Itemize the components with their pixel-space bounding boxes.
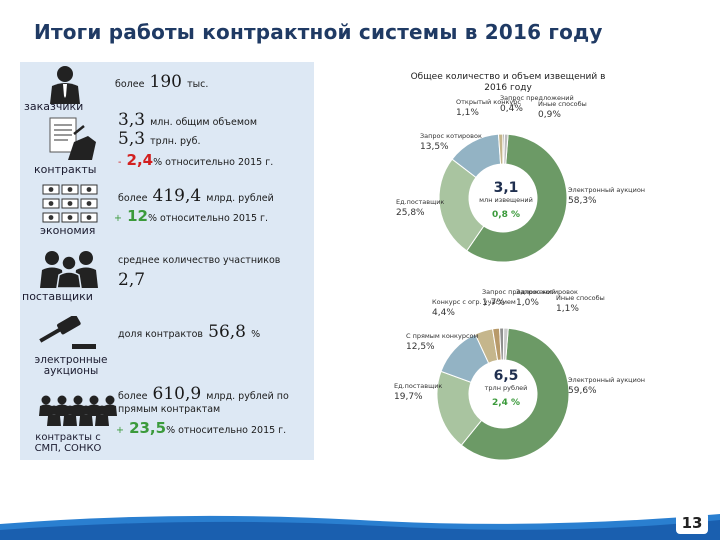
pie1-value-2: 13,5% [420,142,449,152]
smp-text2: прямым контрактам [118,404,221,415]
pie2-label-1: Ед.поставщик [394,382,442,390]
pie1-label-1: Ед.поставщик [396,198,444,206]
pie2-label-5: Запрос котировок [516,288,578,296]
pie2-value-0: 59,6% [568,386,597,396]
economy-value: 419,4 [152,186,202,206]
pie1-label-0: Электронный аукцион [568,186,645,194]
pie1-value-1: 25,8% [396,208,425,218]
pie1-value-3: 1,1% [456,108,479,118]
smp-stat: более 610,9 млрд. рублей по [118,384,289,404]
contracts-sum-value: 5,3 [118,129,146,149]
customers-value: 190 [149,72,182,92]
pie1-label-2: Запрос котировок [420,132,482,140]
chart1-title: Общее количество и объем извещений в 201… [410,72,606,93]
auctions-stat: доля контрактов 56,8 % [118,322,261,342]
pie2-label-0: Электронный аукцион [568,376,645,384]
chart2-center-label: трлн рублей [484,384,528,392]
pie2-label-6: Иные способы [556,294,605,302]
contracts-change-stat: - 2,4% относительно 2015 г. [118,151,274,169]
customers-label: заказчики [24,100,84,113]
chart1-center-value: 3,1 [493,180,519,196]
smp-change-stat: + 23,5% относительно 2015 г. [116,419,287,437]
gavel-icon [39,316,96,349]
pie2-slice-0 [460,327,570,461]
chart2-pie: Электронный аукцион 59,6% Ед.поставщик 19,7… [394,288,645,461]
auctions-label: электронные аукционы [34,354,108,377]
customers-stat: более 190 тыс. [115,72,209,92]
pie1-label-4: Запрос предложений [500,94,574,102]
smp-group-icon [39,395,117,426]
pie1-slice-0 [466,133,568,263]
chart1-center-change: 0,8 % [491,210,521,220]
pie2-value-5: 1,0% [516,298,539,308]
contracts-change-value: 2,4 [126,151,154,169]
pie2-value-2: 12,5% [406,342,435,352]
pie1-value-4: 0,4% [500,104,523,114]
chart2-center: 6,5 трлн рублей 2,4 % [468,368,544,408]
pie1-label-3: Открытый конкурс [456,98,521,106]
pie1-value-5: 0,9% [538,110,561,120]
suppliers-value: 2,7 [118,270,146,290]
economy-change-stat: + 12% относительно 2015 г. [114,207,269,225]
auctions-value: 56,8 [208,322,246,342]
pie2-label-4: Запрос предложений [482,288,556,296]
pie1-value-0: 58,3% [568,196,597,206]
economy-change-value: 12 [127,207,148,225]
pie2-value-6: 1,1% [556,304,579,314]
smp-label: контракты с СМП, СОНКО [34,432,102,454]
pie2-slice-6 [502,327,509,361]
smp-value: 610,9 [152,384,202,404]
economy-label: экономия [40,224,96,237]
chart1-pie: Электронный аукцион 58,3% Ед.поставщик 25,8… [396,94,645,263]
pie2-value-4: 1,7% [482,298,505,308]
pie1-slice-5 [503,133,509,165]
contracts-sum-stat: 5,3 трлн. руб. [118,129,201,149]
pie2-value-1: 19,7% [394,392,423,402]
page-title: Итоги работы контрактной системы в 2016 … [34,20,603,44]
chart2-center-change: 2,4 % [491,398,521,408]
person-icon [50,66,80,104]
suppliers-group-icon [40,251,98,288]
suppliers-label: поставщики [22,290,93,303]
contracts-count-stat: 3,3 млн. общим объемом [118,110,257,130]
smp-change-value: 23,5 [129,419,167,437]
pie1-label-5: Иные способы [538,100,587,108]
contracts-count-value: 3,3 [118,110,146,130]
chart1-center-label: млн извещений [479,196,533,204]
money-icon [42,184,98,223]
page-number: 13 [676,512,708,534]
pie2-value-3: 4,4% [432,308,455,318]
chart2-center-value: 6,5 [493,368,519,384]
pie2-label-2: С прямым конкурсом [406,332,478,340]
pie2-label-3: Конкурс с огр. участием [432,298,516,306]
footer-wave [0,514,720,540]
contracts-label: контракты [34,163,97,176]
contract-signing-icon [49,117,96,160]
suppliers-text: среднее количество участников [118,255,281,266]
chart1-center: 3,1 млн извещений 0,8 % [468,180,544,220]
economy-stat: более 419,4 млрд. рублей [118,186,274,206]
